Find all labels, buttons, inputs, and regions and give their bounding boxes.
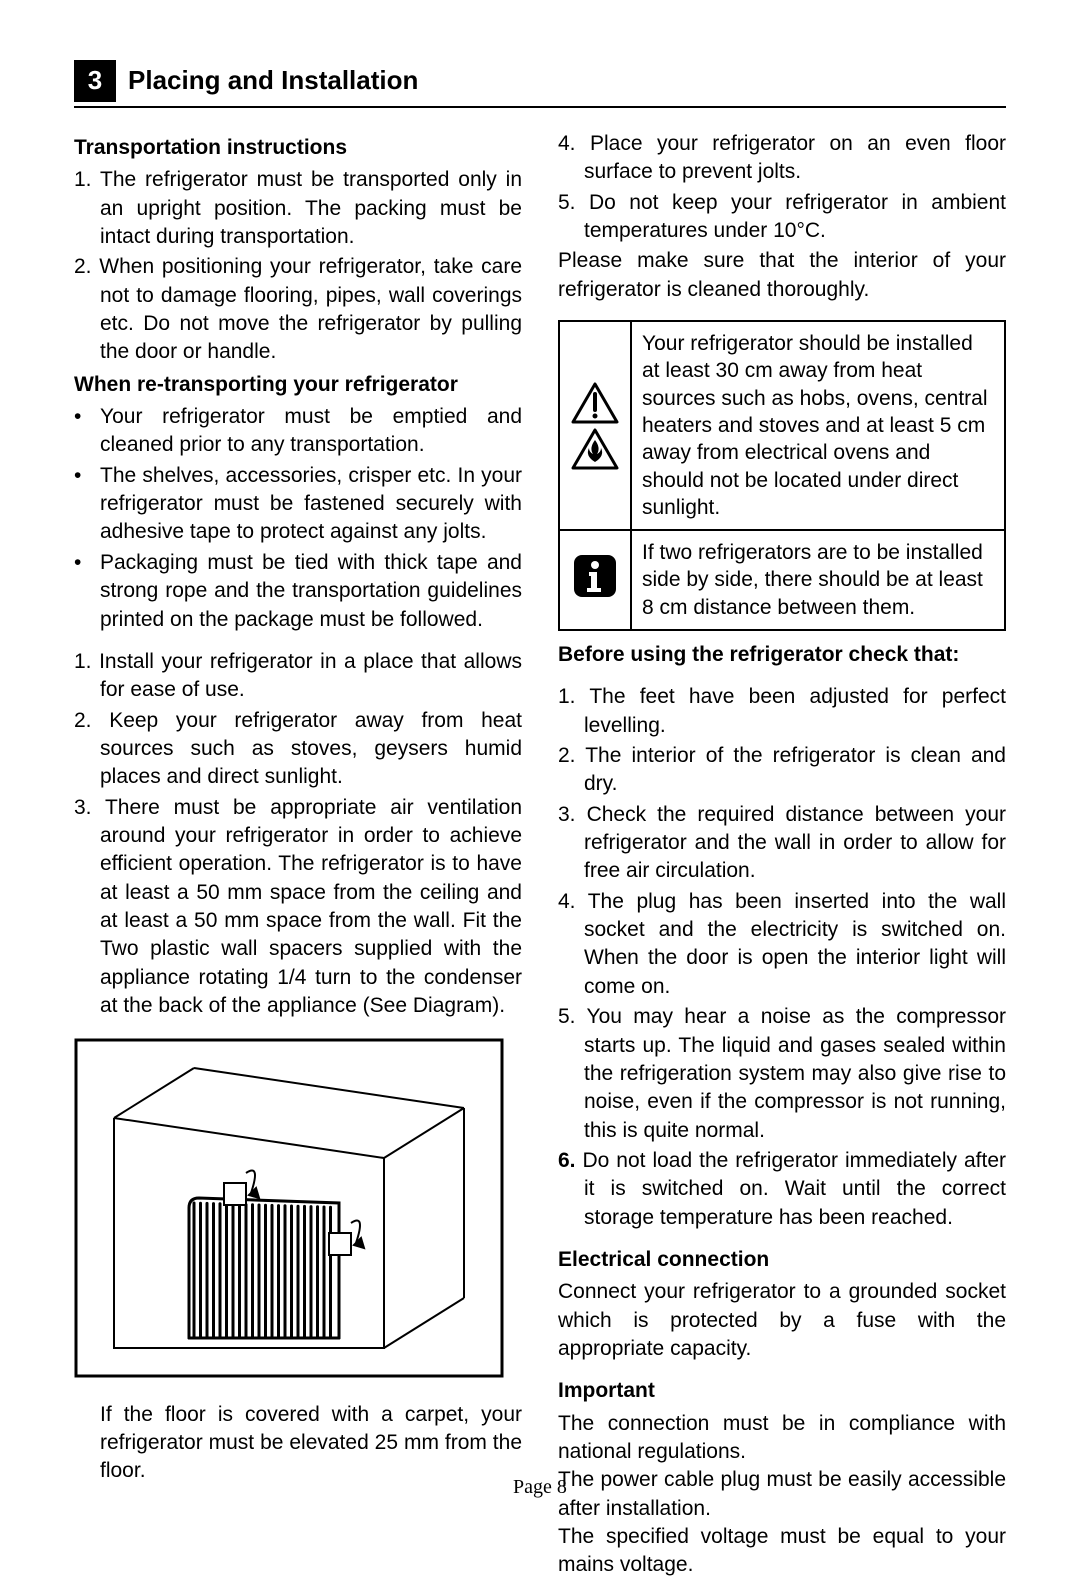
before-item: 6. Do not load the refrigerator immediat… bbox=[558, 1147, 1006, 1232]
install-list: 1. Install your refrigerator in a place … bbox=[74, 648, 522, 1020]
important-line: The specified voltage must be equal to y… bbox=[558, 1523, 1006, 1580]
before-item: 2. The interior of the refrigerator is c… bbox=[558, 742, 1006, 799]
before-item: 4. The plug has been inserted into the w… bbox=[558, 888, 1006, 1001]
install-item: 2. Keep your refrigerator away from heat… bbox=[74, 707, 522, 792]
section-number-badge: 3 bbox=[74, 60, 116, 102]
electrical-heading: Electrical connection bbox=[558, 1246, 1006, 1274]
install-item: 1. Install your refrigerator in a place … bbox=[74, 648, 522, 705]
please-clean-note: Please make sure that the interior of yo… bbox=[558, 247, 1006, 304]
section-title: Placing and Installation bbox=[128, 63, 418, 98]
electrical-text: Connect your refrigerator to a grounded … bbox=[558, 1278, 1006, 1363]
retransport-bullet: Packaging must be tied with thick tape a… bbox=[74, 549, 522, 634]
right-column: 4. Place your refrigerator on an even fl… bbox=[558, 130, 1006, 1580]
info-icon bbox=[571, 552, 619, 600]
install-list-continued: 4. Place your refrigerator on an even fl… bbox=[558, 130, 1006, 245]
section-header: 3 Placing and Installation bbox=[74, 60, 1006, 108]
retransport-bullets: Your refrigerator must be emptied and cl… bbox=[74, 403, 522, 634]
important-line: The connection must be in compliance wit… bbox=[558, 1410, 1006, 1467]
important-heading: Important bbox=[558, 1377, 1006, 1405]
transport-heading: Transportation instructions bbox=[74, 134, 522, 162]
two-column-layout: Transportation instructions 1. The refri… bbox=[74, 130, 1006, 1580]
transport-item: 1. The refrigerator must be transported … bbox=[74, 166, 522, 251]
wall-spacer-diagram bbox=[74, 1038, 522, 1386]
warning-icons-cell bbox=[559, 321, 631, 530]
install-item: 3. There must be appropriate air ventila… bbox=[74, 794, 522, 1021]
warning-table: Your refrigerator should be installed at… bbox=[558, 320, 1006, 631]
caution-icon bbox=[571, 382, 619, 424]
carpet-note: If the floor is covered with a carpet, y… bbox=[74, 1401, 522, 1486]
before-item: 1. The feet have been adjusted for perfe… bbox=[558, 683, 1006, 740]
warning-1-text: Your refrigerator should be installed at… bbox=[631, 321, 1005, 530]
retransport-heading: When re-transporting your refrigerator bbox=[74, 371, 522, 399]
before-item: 5. You may hear a noise as the compresso… bbox=[558, 1003, 1006, 1145]
before-heading: Before using the refrigerator check that… bbox=[558, 641, 1006, 669]
page-number: Page 8 bbox=[0, 1474, 1080, 1501]
transport-list: 1. The refrigerator must be transported … bbox=[74, 166, 522, 366]
left-column: Transportation instructions 1. The refri… bbox=[74, 130, 522, 1580]
install-item-cont: 5. Do not keep your refrigerator in ambi… bbox=[558, 189, 1006, 246]
before-item: 3. Check the required distance between y… bbox=[558, 801, 1006, 886]
before-list: 1. The feet have been adjusted for perfe… bbox=[558, 683, 1006, 1232]
retransport-bullet: The shelves, accessories, crisper etc. I… bbox=[74, 462, 522, 547]
retransport-bullet: Your refrigerator must be emptied and cl… bbox=[74, 403, 522, 460]
transport-item: 2. When positioning your refrigerator, t… bbox=[74, 253, 522, 366]
info-icon-cell bbox=[559, 530, 631, 630]
install-item-cont: 4. Place your refrigerator on an even fl… bbox=[558, 130, 1006, 187]
warning-2-text: If two refrigerators are to be installed… bbox=[631, 530, 1005, 630]
fire-icon bbox=[571, 428, 619, 470]
